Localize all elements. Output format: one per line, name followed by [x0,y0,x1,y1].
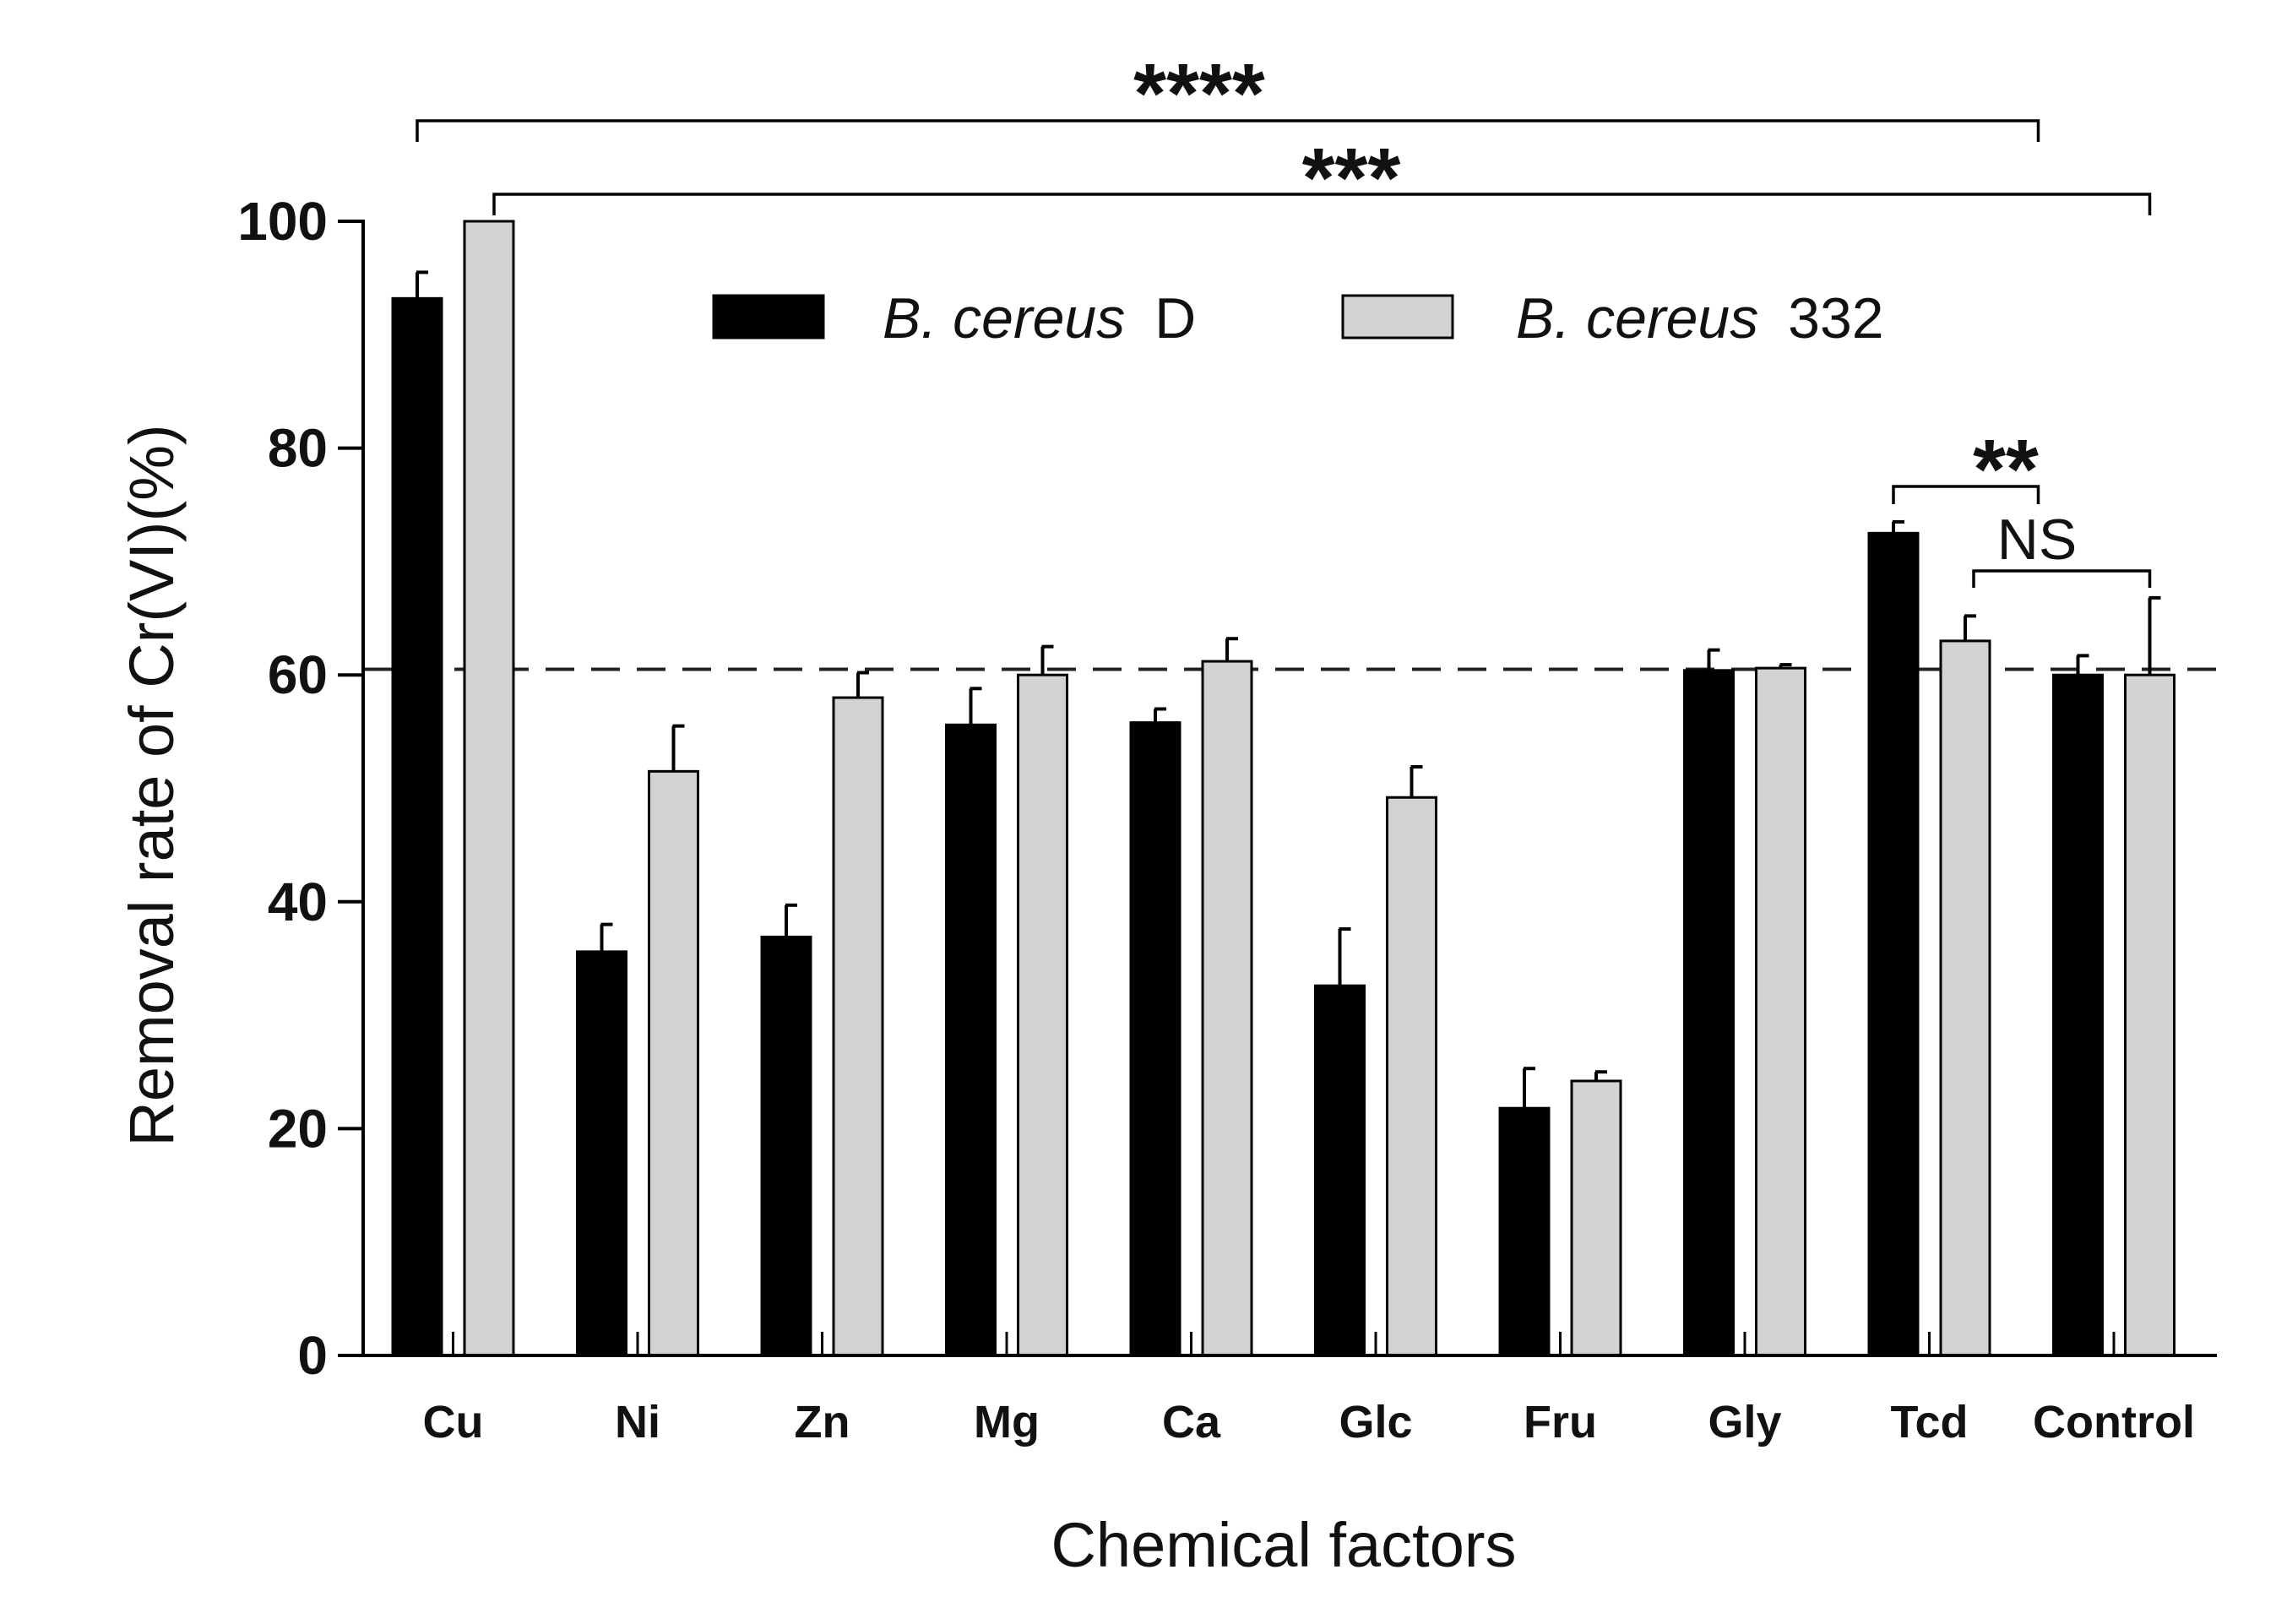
legend-label-series-1-suffix: D [1154,286,1196,350]
x-tick-label-mg: Mg [974,1397,1040,1447]
legend-label-series-2-italic: B. cereus [1516,286,1758,350]
significance-layer: *********NS [416,46,2152,588]
bar-control-series-1 [2052,673,2104,1357]
bracket-cu-d [416,119,2040,142]
y-tick-label-40: 40 [268,872,328,932]
bar-gly-series-2 [1755,666,1806,1357]
x-tick-label-ni: Ni [615,1397,660,1447]
bar-zn-series-1 [760,935,812,1357]
bar-mg-series-1 [945,723,997,1357]
bar-ca-series-1 [1129,721,1181,1357]
bar-ca-series-2 [1201,660,1253,1357]
bars-layer [391,220,2176,1357]
legend-label-series-2-suffix: 332 [1788,286,1883,350]
y-tick-label-60: 60 [268,644,328,705]
y-axis-title: Removal rate of Cr(VI)(%) [117,424,187,1146]
bar-fru-series-2 [1570,1079,1622,1357]
legend-swatch-series-2 [1341,294,1454,339]
bar-fru-series-1 [1498,1106,1551,1357]
bar-glc-series-2 [1386,796,1437,1357]
bar-tcd-series-2 [1939,639,1991,1357]
bar-cu-series-2 [463,220,515,1357]
axes-layer [338,220,2217,1357]
bar-ni-series-2 [648,769,699,1357]
significance-label-4: NS [1997,508,2077,572]
bar-control-series-2 [2124,673,2176,1357]
bar-glc-series-1 [1314,984,1366,1357]
y-tick-label-80: 80 [268,418,328,479]
y-tick-label-20: 20 [268,1098,328,1159]
bar-tcd-series-1 [1867,531,1920,1357]
bar-ni-series-1 [576,950,627,1357]
x-tick-label-control: Control [2033,1397,2195,1447]
legend-label-series-1-italic: B. cereus [883,286,1125,350]
x-tick-label-tcd: Tcd [1891,1397,1969,1447]
x-tick-label-gly: Gly [1708,1397,1781,1447]
significance-label-1: **** [1133,46,1265,141]
legend-label-series-2: B. cereus 332 [1516,286,1884,350]
legend-swatch-series-1 [712,294,825,339]
bracket-tcd-332 [1972,569,2152,588]
y-tick-label-0: 0 [297,1325,328,1386]
significance-label-2: *** [1302,131,1401,225]
legend-label-series-1: B. cereus D [883,286,1196,350]
x-tick-label-ca: Ca [1162,1397,1221,1447]
bar-cu-series-1 [391,296,443,1357]
significance-label-3: ** [1973,422,2039,517]
y-tick-label-100: 100 [237,191,328,252]
bar-zn-series-2 [832,696,884,1357]
x-tick-label-zn: Zn [795,1397,850,1447]
bracket-tcd-d [1892,485,2040,504]
bar-gly-series-1 [1683,669,1735,1357]
x-axis-title: Chemical factors [1051,1510,1516,1580]
bracket-cu-332 [492,193,2152,215]
labels-layer: 0 20 40 60 80 100 Cu Ni Zn Mg Ca Glc Fru Gly Tcd Contro… [237,191,2195,1447]
bar-mg-series-2 [1017,673,1068,1357]
x-tick-label-glc: Glc [1339,1397,1412,1447]
legend: B. cereus D B. cereus 332 [712,286,1884,350]
x-tick-label-cu: Cu [423,1397,484,1447]
x-tick-label-fru: Fru [1524,1397,1597,1447]
